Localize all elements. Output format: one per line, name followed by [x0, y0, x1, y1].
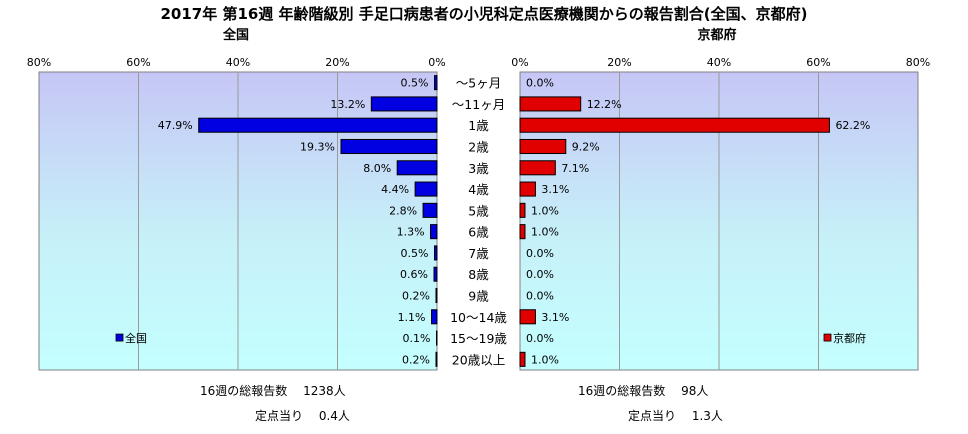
data-label-kyoto: 1.0% [531, 353, 559, 366]
bar-kyoto [520, 161, 555, 175]
data-label-national: 1.1% [398, 311, 426, 324]
category-label: 1歳 [468, 118, 489, 133]
kyoto-per-site: 定点当り 1.3人 [628, 407, 723, 424]
category-label: 9歳 [468, 289, 489, 304]
data-label-kyoto: 1.0% [531, 204, 559, 217]
bar-kyoto [520, 352, 525, 366]
bar-national [436, 352, 437, 366]
data-label-national: 0.5% [401, 77, 429, 90]
left-panel-title: 全国 [222, 27, 249, 43]
right-tick-label: 20% [607, 56, 631, 69]
category-label: 7歳 [468, 246, 489, 261]
left-tick-label: 40% [226, 56, 250, 69]
bar-national [435, 246, 437, 260]
data-label-kyoto: 0.0% [526, 290, 554, 303]
bar-national [436, 288, 437, 302]
legend-swatch-national [116, 334, 123, 341]
data-label-kyoto: 3.1% [541, 311, 569, 324]
bar-kyoto [520, 203, 525, 217]
bar-national [371, 97, 437, 111]
category-label: 8歳 [468, 267, 489, 282]
data-label-national: 4.4% [381, 183, 409, 196]
bar-national [434, 267, 437, 281]
bar-national [423, 203, 437, 217]
bar-kyoto [520, 118, 829, 132]
bar-kyoto [520, 97, 581, 111]
chart-title: 2017年 第16週 年齢階級別 手足口病患者の小児科定点医療機関からの報告割合… [160, 5, 807, 23]
data-label-kyoto: 0.0% [526, 247, 554, 260]
bar-kyoto [520, 310, 535, 324]
bar-kyoto [520, 182, 535, 196]
category-label: 4歳 [468, 182, 489, 197]
data-label-national: 0.2% [402, 353, 430, 366]
legend-swatch-kyoto [824, 334, 831, 341]
category-label: 5歳 [468, 203, 489, 218]
data-label-kyoto: 9.2% [572, 141, 600, 154]
bar-national [415, 182, 437, 196]
data-label-kyoto: 0.0% [526, 77, 554, 90]
bar-kyoto [520, 225, 525, 239]
data-label-kyoto: 12.2% [587, 98, 622, 111]
right-tick-label: 40% [707, 56, 731, 69]
left-tick-label: 60% [126, 56, 150, 69]
kyoto-total-reports: 16週の総報告数 98人 [578, 382, 708, 399]
category-label: 20歳以上 [452, 352, 505, 367]
left-tick-label: 0% [428, 56, 445, 69]
data-label-national: 0.2% [402, 290, 430, 303]
category-label: ～5ヶ月 [456, 76, 501, 91]
right-tick-label: 60% [806, 56, 830, 69]
left-tick-label: 80% [27, 56, 51, 69]
category-label: 10～14歳 [450, 310, 507, 325]
right-tick-label: 0% [511, 56, 528, 69]
data-label-national: 1.3% [397, 226, 425, 239]
data-label-kyoto: 62.2% [835, 119, 870, 132]
bar-national [431, 225, 437, 239]
data-label-kyoto: 0.0% [526, 332, 554, 345]
data-label-kyoto: 1.0% [531, 226, 559, 239]
category-label: 3歳 [468, 161, 489, 176]
data-label-national: 0.1% [403, 332, 431, 345]
bar-national [341, 139, 437, 153]
category-label: 2歳 [468, 140, 489, 155]
national-total-reports: 16週の総報告数 1238人 [200, 382, 346, 399]
legend-label-kyoto: 京都府 [833, 331, 866, 345]
national-per-site: 定点当り 0.4人 [255, 407, 350, 424]
category-label: 6歳 [468, 225, 489, 240]
category-label: ～11ヶ月 [452, 97, 505, 112]
data-label-national: 13.2% [330, 98, 365, 111]
data-label-kyoto: 0.0% [526, 268, 554, 281]
data-label-national: 47.9% [158, 119, 193, 132]
category-label: 15～19歳 [450, 331, 507, 346]
right-panel-title: 京都府 [697, 27, 736, 43]
data-label-national: 2.8% [389, 204, 417, 217]
bar-national [397, 161, 437, 175]
bar-national [435, 76, 437, 90]
data-label-national: 19.3% [300, 141, 335, 154]
data-label-kyoto: 3.1% [541, 183, 569, 196]
left-tick-label: 20% [325, 56, 349, 69]
data-label-national: 0.6% [400, 268, 428, 281]
legend-label-national: 全国 [125, 331, 147, 345]
data-label-kyoto: 7.1% [561, 162, 589, 175]
data-label-national: 0.5% [401, 247, 429, 260]
bar-kyoto [520, 139, 566, 153]
bar-national [432, 310, 437, 324]
data-label-national: 8.0% [363, 162, 391, 175]
bar-national [199, 118, 437, 132]
right-tick-label: 80% [906, 56, 930, 69]
